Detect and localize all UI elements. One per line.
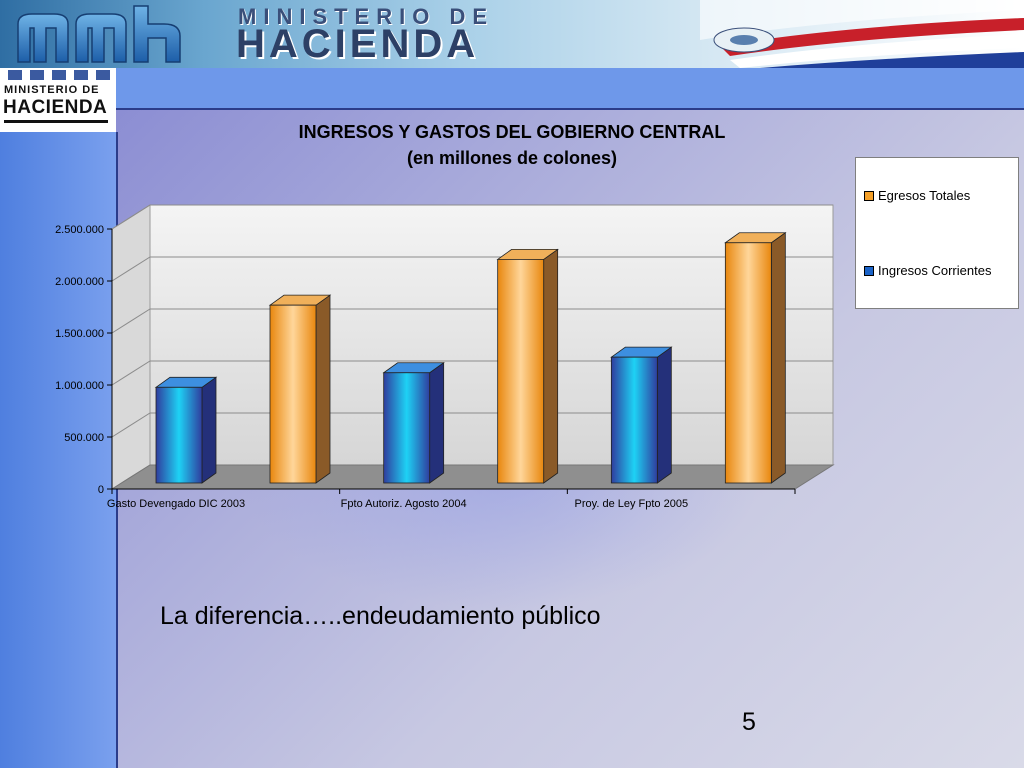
bar-ingresos-0	[154, 376, 218, 484]
bar-ingresos-2	[610, 346, 673, 484]
flag-stripes-graphic	[700, 0, 1024, 68]
legend-item-egresos: Egresos Totales	[864, 188, 970, 203]
logo-text-line1: MINISTERIO DE	[4, 84, 100, 96]
gridline	[111, 412, 833, 438]
bar-side	[770, 231, 786, 484]
y-tick-label: 1.500.000	[55, 328, 104, 340]
legend-label-ingresos: Ingresos Corrientes	[878, 263, 992, 278]
bar-front	[497, 258, 545, 484]
bar-egresos-0	[268, 294, 332, 484]
bar-front	[383, 372, 431, 484]
header-strip	[116, 68, 1024, 110]
left-sidebar-bar	[0, 132, 118, 768]
gridline	[111, 256, 833, 282]
hacienda-logo: MINISTERIO DE HACIENDA	[0, 68, 116, 132]
banner-title-line2: HACIENDA	[236, 22, 480, 66]
bar-front	[269, 304, 317, 484]
gridline	[111, 308, 833, 334]
y-tick-label: 500.000	[64, 432, 104, 444]
legend: Egresos Totales Ingresos Corrientes	[855, 157, 1019, 309]
legend-item-ingresos: Ingresos Corrientes	[864, 263, 991, 278]
logo-underline	[4, 120, 108, 123]
legend-swatch-ingresos	[864, 265, 874, 276]
bar-side	[429, 361, 445, 484]
slide-caption: La diferencia…..endeudamiento público	[160, 602, 601, 630]
bar-side	[201, 376, 217, 484]
x-category-label: Fpto Autoriz. Agosto 2004	[341, 498, 467, 510]
bar-egresos-2	[724, 231, 787, 484]
x-category-label: Proy. de Ley Fpto 2005	[575, 498, 689, 510]
y-tick-label: 1.000.000	[55, 380, 104, 392]
chart-title: INGRESOS Y GASTOS DEL GOBIERNO CENTRAL	[298, 122, 726, 142]
bar-side	[656, 346, 672, 484]
side-wall	[111, 204, 151, 490]
bar-ingresos-1	[382, 361, 445, 484]
x-category-label: Gasto Devengado DIC 2003	[107, 498, 245, 510]
plot-walls	[110, 204, 835, 490]
ministerio-logo-graphic	[17, 5, 181, 63]
logo-square	[96, 70, 110, 80]
logo-square	[8, 70, 22, 80]
floor	[110, 464, 835, 490]
grid-lines	[107, 204, 833, 490]
chart-subtitle: (en millones de colones)	[406, 148, 618, 168]
logo-square	[30, 70, 44, 80]
y-tick-label: 0	[98, 484, 104, 496]
legend-label-egresos: Egresos Totales	[878, 188, 971, 203]
gridline	[111, 360, 833, 386]
axes	[111, 229, 796, 494]
logo-text-line2: HACIENDA	[3, 97, 108, 118]
legend-swatch-egresos	[864, 190, 874, 201]
y-tick-label: 2.500.000	[55, 224, 104, 236]
bars	[154, 231, 787, 484]
bar-front	[724, 242, 772, 484]
bar-side	[543, 248, 559, 484]
axis-labels: 0 500.000 1.000.000 1.500.000 2.000.000 2.500…	[55, 224, 688, 510]
logo-square	[74, 70, 88, 80]
banner-title-line1: MINISTERIO DE	[238, 4, 495, 29]
gridline	[111, 204, 833, 230]
bar-side	[315, 294, 331, 484]
bar-front	[155, 386, 203, 484]
bar-egresos-1	[496, 248, 559, 484]
page-number: 5	[742, 708, 756, 736]
bar-front	[610, 356, 658, 484]
y-tick-label: 2.000.000	[55, 276, 104, 288]
logo-square	[52, 70, 66, 80]
banner: MINISTERIO DE HACIENDA	[0, 0, 1024, 68]
